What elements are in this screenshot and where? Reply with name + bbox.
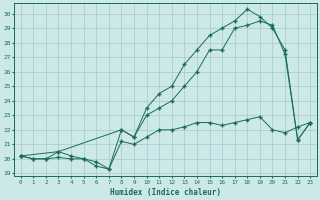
X-axis label: Humidex (Indice chaleur): Humidex (Indice chaleur) — [110, 188, 221, 197]
